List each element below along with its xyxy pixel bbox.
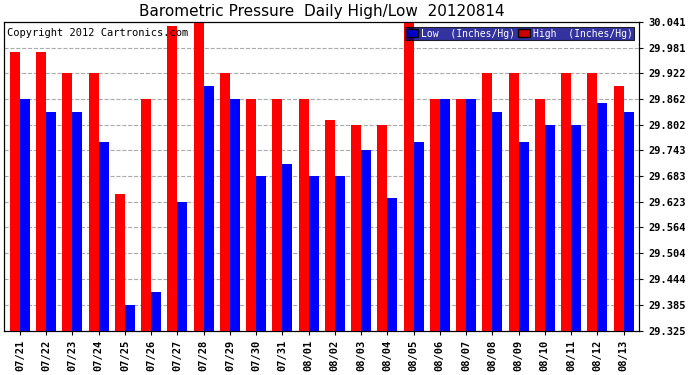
Bar	[456, 99, 466, 330]
Bar	[335, 176, 345, 330]
Bar	[220, 73, 230, 330]
Bar	[509, 73, 519, 330]
Bar	[299, 99, 308, 330]
Bar	[325, 120, 335, 330]
Bar	[282, 164, 293, 330]
Bar	[466, 99, 476, 330]
Bar	[377, 125, 387, 330]
Bar	[308, 176, 319, 330]
Bar	[351, 125, 361, 330]
Bar	[72, 112, 82, 330]
Bar	[273, 99, 282, 330]
Text: Copyright 2012 Cartronics.com: Copyright 2012 Cartronics.com	[8, 28, 188, 38]
Bar	[99, 142, 108, 330]
Bar	[246, 99, 256, 330]
Bar	[598, 103, 607, 330]
Bar	[141, 99, 151, 330]
Bar	[125, 304, 135, 330]
Title: Barometric Pressure  Daily High/Low  20120814: Barometric Pressure Daily High/Low 20120…	[139, 4, 504, 19]
Bar	[571, 125, 581, 330]
Bar	[430, 99, 440, 330]
Bar	[493, 112, 502, 330]
Bar	[46, 112, 56, 330]
Bar	[440, 99, 450, 330]
Bar	[36, 52, 46, 330]
Bar	[535, 99, 545, 330]
Bar	[613, 86, 624, 330]
Bar	[256, 176, 266, 330]
Bar	[413, 142, 424, 330]
Bar	[10, 52, 20, 330]
Legend: Low  (Inches/Hg), High  (Inches/Hg): Low (Inches/Hg), High (Inches/Hg)	[404, 27, 634, 40]
Bar	[20, 99, 30, 330]
Bar	[115, 194, 125, 330]
Bar	[361, 150, 371, 330]
Bar	[561, 73, 571, 330]
Bar	[204, 86, 214, 330]
Bar	[177, 202, 188, 330]
Bar	[387, 198, 397, 330]
Bar	[168, 26, 177, 330]
Bar	[482, 73, 493, 330]
Bar	[545, 125, 555, 330]
Bar	[519, 142, 529, 330]
Bar	[230, 99, 240, 330]
Bar	[194, 22, 204, 330]
Bar	[587, 73, 598, 330]
Bar	[624, 112, 633, 330]
Bar	[151, 292, 161, 330]
Bar	[89, 73, 99, 330]
Bar	[404, 22, 413, 330]
Bar	[62, 73, 72, 330]
